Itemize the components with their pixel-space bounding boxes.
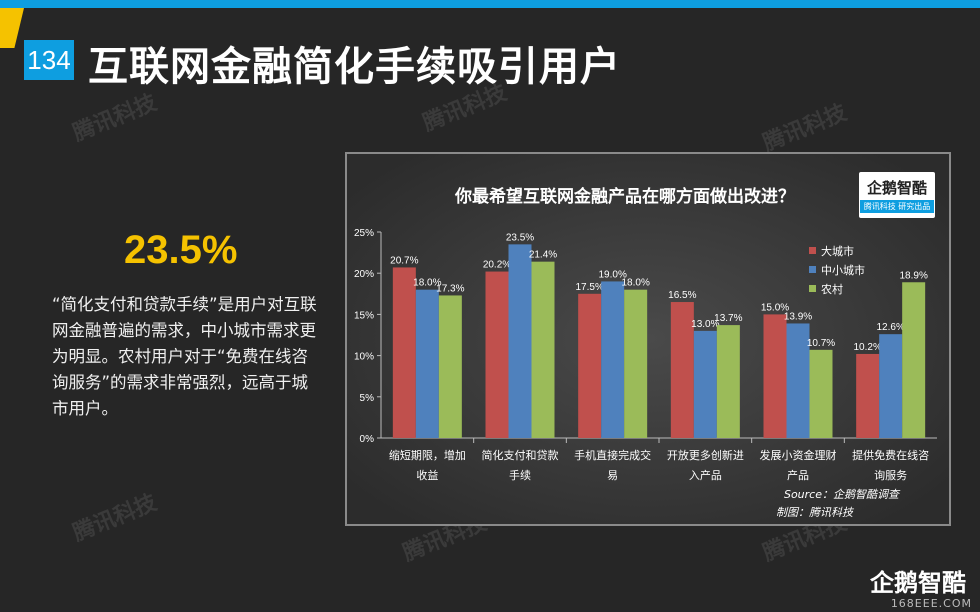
legend-swatch <box>809 285 816 292</box>
bar-农村 <box>438 295 462 438</box>
bar-中小城市 <box>693 330 717 438</box>
bar-大城市 <box>578 293 602 438</box>
data-label: 10.2% <box>853 342 881 353</box>
legend-label: 中小城市 <box>821 263 865 277</box>
x-category-label: 开放更多创新进 <box>667 448 744 462</box>
logo-name: 企鹅智酷 <box>866 179 927 197</box>
x-category-label: 简化支付和贷款 <box>482 448 559 462</box>
data-label: 17.3% <box>436 283 464 294</box>
x-category-label: 发展小资金理财 <box>760 448 837 462</box>
watermark: 腾讯科技 <box>69 90 161 147</box>
x-category-label: 入产品 <box>689 468 722 482</box>
logo-tag: 腾讯科技 研究出品 <box>859 200 935 213</box>
bar-中小城市 <box>879 334 903 438</box>
bar-大城市 <box>392 267 416 438</box>
data-label: 17.5% <box>575 282 603 293</box>
data-label: 13.7% <box>714 313 742 324</box>
data-label: 13.9% <box>784 311 812 322</box>
data-label: 18.0% <box>413 278 441 289</box>
x-category-label: 提供免费在线咨 <box>852 448 929 462</box>
highlight-stat: 23.5% <box>124 228 238 272</box>
data-label: 21.4% <box>529 250 557 261</box>
bar-农村 <box>809 349 833 438</box>
y-tick-label: 5% <box>360 393 375 404</box>
page-title: 互联网金融简化手续吸引用户 <box>88 44 621 90</box>
brand-logo: 企鹅智酷 腾讯科技 研究出品 <box>859 172 935 218</box>
chart-maker: 制图：腾讯科技 <box>776 506 853 519</box>
data-label: 18.0% <box>621 278 649 289</box>
bar-农村 <box>902 282 926 438</box>
bar-大城市 <box>856 353 880 438</box>
data-label: 20.2% <box>483 260 511 271</box>
bar-农村 <box>716 325 740 438</box>
y-tick-label: 20% <box>354 269 374 280</box>
x-category-label: 收益 <box>416 468 438 482</box>
data-label: 15.0% <box>761 302 789 313</box>
bar-大城市 <box>485 271 509 438</box>
data-label: 20.7% <box>390 255 418 266</box>
top-accent-bar <box>0 0 980 8</box>
yellow-tab-decoration <box>0 8 24 48</box>
bar-大城市 <box>763 314 787 438</box>
data-label: 19.0% <box>598 269 626 280</box>
y-tick-label: 0% <box>360 434 375 445</box>
chart-source: Source：企鹅智酷调查 <box>783 488 899 501</box>
legend-swatch <box>809 247 816 254</box>
data-label: 13.0% <box>691 319 719 330</box>
chart-title: 你最希望互联网金融产品在哪方面做出改进？ <box>455 187 795 207</box>
x-category-label: 手机直接完成交 <box>574 448 651 462</box>
x-category-label: 询服务 <box>874 469 907 482</box>
bar-chart: 0%5%10%15%20%25%20.7%18.0%17.3%缩短期限，增加收益… <box>354 228 937 482</box>
y-tick-label: 25% <box>354 228 374 239</box>
bar-中小城市 <box>415 289 439 438</box>
y-tick-label: 10% <box>354 352 374 363</box>
bar-大城市 <box>670 302 694 438</box>
description-text: “简化支付和贷款手续”是用户对互联网金融普遍的需求，中小城市需求更为明显。农村用… <box>52 295 317 418</box>
x-category-label: 手续 <box>509 468 531 482</box>
data-label: 23.5% <box>506 232 534 243</box>
data-label: 16.5% <box>668 290 696 301</box>
chart-panel: 你最希望互联网金融产品在哪方面做出改进？ 企鹅智酷 腾讯科技 研究出品 0% 5%… <box>345 152 951 526</box>
watermark: 腾讯科技 <box>759 100 851 157</box>
page-number: 134 <box>24 40 74 80</box>
y-tick-label: 15% <box>354 310 374 321</box>
watermark: 腾讯科技 <box>69 490 161 547</box>
data-label: 12.6% <box>876 322 904 333</box>
legend-swatch <box>809 266 816 273</box>
x-category-label: 易 <box>607 469 618 482</box>
footer-logo: 企鹅智酷 <box>870 569 966 597</box>
x-category-label: 产品 <box>787 468 809 482</box>
bar-农村 <box>624 289 648 438</box>
bar-中小城市 <box>508 244 532 438</box>
data-label: 10.7% <box>807 338 835 349</box>
bar-中小城市 <box>601 281 625 438</box>
data-label: 18.9% <box>899 270 927 281</box>
x-category-label: 缩短期限，增加 <box>389 448 466 462</box>
bar-中小城市 <box>786 323 810 438</box>
bar-农村 <box>531 261 555 438</box>
legend-label: 农村 <box>821 282 843 296</box>
footer-url: 168EEE.COM <box>890 597 972 610</box>
legend-label: 大城市 <box>821 244 854 258</box>
